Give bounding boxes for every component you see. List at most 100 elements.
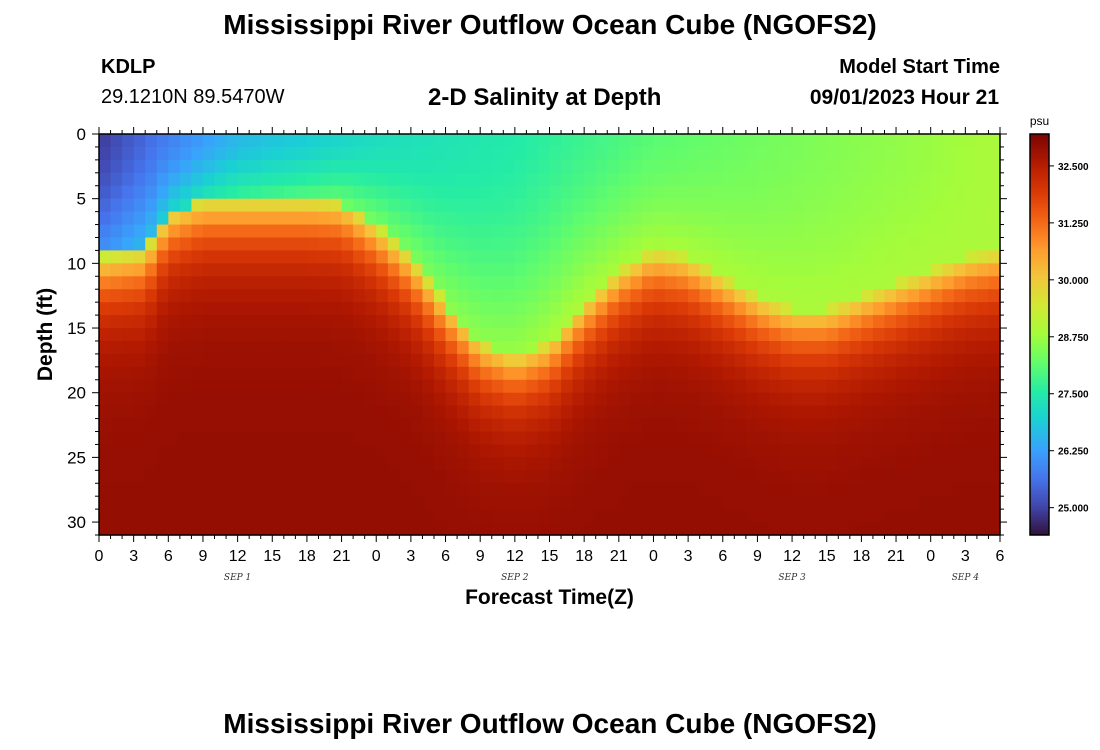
x-tick-label: 9 <box>199 548 208 565</box>
heatmap-cell <box>607 315 620 329</box>
heatmap-cell <box>457 224 470 239</box>
heatmap-cell <box>988 418 1001 433</box>
heatmap-cell <box>376 366 389 381</box>
heatmap-cell <box>422 392 435 407</box>
x-tick-label: 0 <box>926 548 935 565</box>
heatmap-cell <box>584 276 597 290</box>
station-id: KDLP <box>101 56 156 78</box>
heatmap-cell <box>202 522 216 536</box>
heatmap-cell <box>526 172 539 187</box>
heatmap-cell <box>803 483 816 497</box>
heatmap-cell <box>780 237 793 252</box>
heatmap-cell <box>653 146 666 161</box>
heatmap-cell <box>318 405 331 420</box>
heatmap-cell <box>295 172 308 187</box>
heatmap-cell <box>468 392 481 407</box>
heatmap-cell <box>330 276 343 290</box>
heatmap-cell <box>491 250 504 264</box>
heatmap-cell <box>549 366 562 381</box>
heatmap-cell <box>272 198 285 213</box>
heatmap-cell <box>976 379 990 394</box>
heatmap-cell <box>734 185 747 200</box>
heatmap-cell <box>433 276 447 290</box>
heatmap-cell <box>168 315 181 329</box>
heatmap-cell <box>503 185 516 200</box>
heatmap-cell <box>815 134 828 148</box>
heatmap-cell <box>826 522 839 536</box>
heatmap-cell <box>249 340 262 355</box>
heatmap-cell <box>549 328 562 342</box>
heatmap-cell <box>838 198 851 213</box>
heatmap-cell <box>768 146 782 161</box>
heatmap-cell <box>792 509 805 523</box>
heatmap-cell <box>595 263 608 277</box>
heatmap-cell <box>260 146 273 161</box>
heatmap-cell <box>272 328 285 342</box>
heatmap-cell <box>584 315 597 329</box>
heatmap-cell <box>237 340 250 355</box>
heatmap-cell <box>353 405 366 420</box>
heatmap-cell <box>514 224 527 239</box>
heatmap-cell <box>757 431 770 446</box>
heatmap-cell <box>849 263 862 277</box>
heatmap-cell <box>156 405 169 420</box>
heatmap-cell <box>780 444 793 458</box>
heatmap-cell <box>884 276 897 290</box>
heatmap-cell <box>99 328 112 342</box>
heatmap-cell <box>815 302 828 316</box>
heatmap-cell <box>283 496 296 510</box>
heatmap-cell <box>295 237 308 252</box>
heatmap-cell <box>376 353 389 368</box>
heatmap-cell <box>976 315 990 329</box>
heatmap-cell <box>872 289 886 303</box>
heatmap-cell <box>630 198 643 213</box>
heatmap-cell <box>99 509 112 523</box>
heatmap-cell <box>214 457 227 471</box>
heatmap-cell <box>433 353 447 368</box>
heatmap-cell <box>722 134 735 148</box>
heatmap-cell <box>872 224 886 239</box>
heatmap-cell <box>872 328 886 342</box>
heatmap-cell <box>768 224 782 239</box>
heatmap-cell <box>99 353 112 368</box>
heatmap-cell <box>99 340 112 355</box>
heatmap-cell <box>618 353 631 368</box>
heatmap-cell <box>561 263 574 277</box>
heatmap-cell <box>988 172 1001 187</box>
heatmap-cell <box>410 392 424 407</box>
heatmap-cell <box>976 276 990 290</box>
heatmap-cell <box>549 470 562 484</box>
heatmap-cell <box>433 379 447 394</box>
heatmap-cell <box>653 276 666 290</box>
heatmap-cell <box>399 431 412 446</box>
heatmap-cell <box>838 470 851 484</box>
heatmap-cell <box>815 237 828 252</box>
heatmap-cell <box>537 444 551 458</box>
heatmap-cell <box>353 418 366 433</box>
heatmap-cell <box>237 522 250 536</box>
heatmap-cell <box>272 392 285 407</box>
heatmap-cell <box>768 315 782 329</box>
heatmap-cell <box>572 392 585 407</box>
heatmap-cell <box>491 315 504 329</box>
heatmap-cell <box>295 379 308 394</box>
heatmap-cell <box>561 431 574 446</box>
heatmap-cell <box>318 340 331 355</box>
heatmap-cell <box>491 134 504 148</box>
heatmap-cell <box>457 392 470 407</box>
heatmap-cell <box>341 159 354 174</box>
heatmap-cell <box>226 418 239 433</box>
heatmap-cell <box>768 379 782 394</box>
heatmap-cell <box>503 392 516 407</box>
heatmap-cell <box>549 315 562 329</box>
heatmap-cell <box>514 470 527 484</box>
heatmap-cell <box>330 185 343 200</box>
heatmap-cell <box>260 470 273 484</box>
heatmap-cell <box>872 379 886 394</box>
heatmap-cell <box>676 315 689 329</box>
heatmap-cell <box>849 457 862 471</box>
heatmap-cell <box>156 276 169 290</box>
heatmap-cell <box>757 366 770 381</box>
heatmap-cell <box>237 237 250 252</box>
heatmap-cell <box>457 315 470 329</box>
